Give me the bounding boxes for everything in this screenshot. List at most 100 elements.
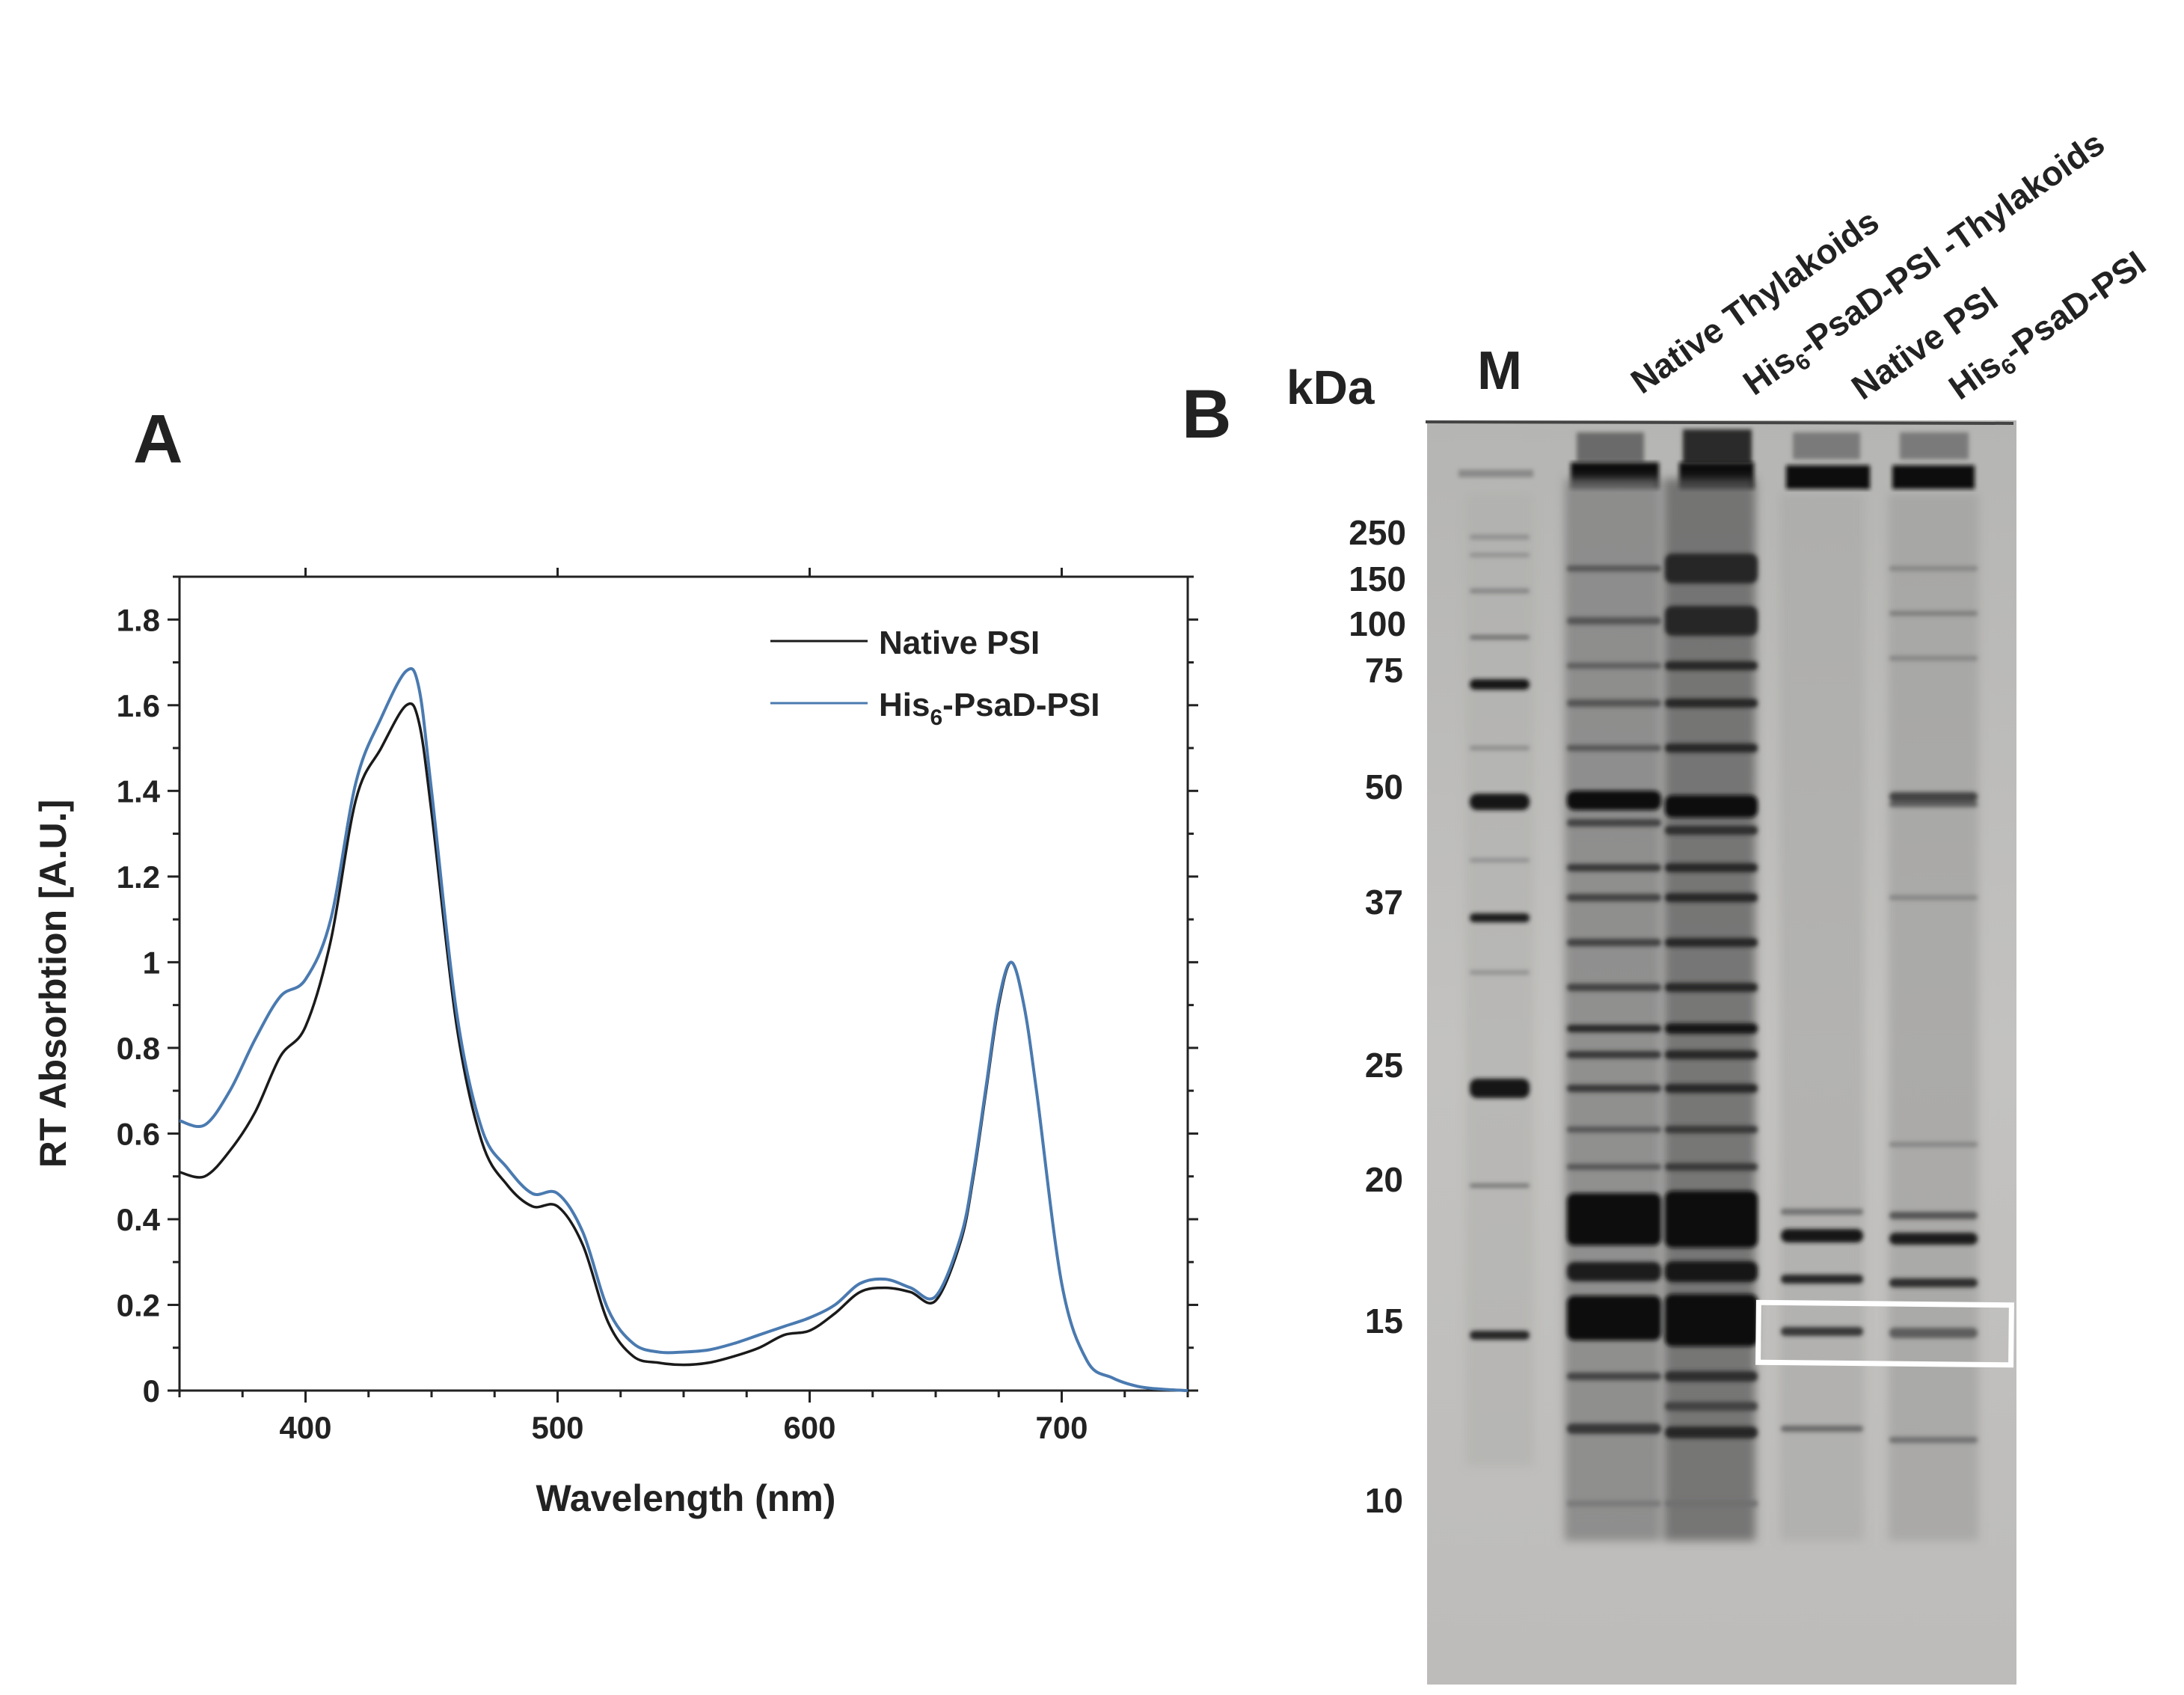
y-tick-label: 0.2 (117, 1287, 160, 1322)
marker-label-20: 20 (1365, 1160, 1403, 1199)
x-tick-label: 500 (531, 1410, 583, 1445)
gel-band (1889, 566, 1978, 571)
gel-band (1781, 1327, 1863, 1336)
gel-band (1889, 1212, 1978, 1219)
gel-band (1470, 794, 1530, 810)
y-axis-label: RT Absorbtion [A.U.] (32, 800, 74, 1168)
panel-a: A 400 500 600 700 0 0.2 0.4 0.6 0.8 1 1.2 1.4 1.6 1.… (32, 401, 1198, 1519)
marker-label-37: 37 (1365, 883, 1403, 922)
gel-band (1470, 858, 1530, 862)
legend-label-native-psi: Native PSI (879, 625, 1040, 661)
gel-band (1889, 1437, 1978, 1443)
gel-band (1567, 894, 1661, 901)
gel-band (1889, 895, 1978, 900)
gel-band (1665, 1426, 1758, 1438)
y-tick-label: 1.8 (117, 602, 160, 637)
gel-band (1567, 984, 1661, 991)
y-tick-label: 1 (143, 945, 160, 980)
gel-band (1889, 801, 1978, 807)
gel-band (1889, 656, 1978, 660)
gel-image (1425, 420, 2016, 1685)
gel-band (1567, 1164, 1661, 1170)
gel-band (1567, 819, 1661, 827)
gel-band (1470, 1079, 1530, 1098)
gel-band (1470, 1331, 1530, 1340)
x-axis-ticks: 400 500 600 700 (178, 568, 1189, 1445)
marker-label-100: 100 (1349, 604, 1406, 643)
gel-band (1889, 1142, 1978, 1147)
gel-band (1781, 1229, 1863, 1242)
gel-band (1567, 565, 1661, 571)
gel-band (1470, 553, 1530, 557)
gel-band (1567, 1423, 1661, 1434)
panel-b: B kDa M Native Thylakoids His6-PsaD-PSI … (1182, 123, 2153, 1685)
gel-band (1665, 826, 1758, 835)
lane-label-m: M (1477, 341, 1522, 401)
gel-band (1470, 635, 1530, 640)
gel-band (1665, 1294, 1758, 1346)
gel-band (1781, 1209, 1863, 1215)
psad-highlight-box (1755, 1299, 2014, 1368)
y-tick-label: 1.4 (117, 773, 161, 809)
gel-band (1665, 606, 1758, 636)
gel-band (1889, 611, 1978, 616)
gel-band (1889, 1233, 1978, 1245)
gel-band (1665, 795, 1758, 818)
gel-band (1470, 589, 1530, 593)
gel-band (1567, 617, 1661, 625)
gel-band (1781, 1275, 1863, 1284)
gel-band (1567, 1296, 1661, 1340)
gel-band (1567, 1262, 1661, 1281)
panel-a-label: A (133, 401, 182, 477)
marker-label-50: 50 (1365, 767, 1403, 806)
gel-band (1665, 1084, 1758, 1093)
gel-band (1665, 1371, 1758, 1382)
y-tick-label: 1.2 (117, 859, 160, 895)
gel-band (1567, 1373, 1661, 1380)
y-tick-label: 0 (143, 1373, 160, 1409)
gel-band (1567, 1025, 1661, 1032)
gel-band (1567, 939, 1661, 946)
gel-band (1470, 970, 1530, 975)
marker-label-150: 150 (1349, 560, 1406, 598)
x-tick-label: 700 (1035, 1410, 1088, 1445)
y-tick-label: 0.6 (117, 1116, 160, 1151)
gel-band (1665, 661, 1758, 670)
y-tick-label: 0.8 (117, 1031, 160, 1066)
gel-band (1567, 663, 1661, 669)
gel-top-edge (1425, 420, 2014, 425)
marker-labels: 250 150 100 75 50 37 25 20 15 10 (1349, 513, 1406, 1520)
legend: Native PSI His6-PsaD-PSI (770, 625, 1099, 730)
gel-band (1665, 938, 1758, 947)
gel-band (1567, 1193, 1661, 1245)
x-tick-label: 600 (783, 1410, 835, 1445)
gel-band (1665, 1126, 1758, 1133)
gel-band (1665, 699, 1758, 708)
gel-band (1665, 1023, 1758, 1034)
marker-label-10: 10 (1365, 1481, 1403, 1520)
gel-band (1567, 699, 1661, 707)
marker-label-75: 75 (1365, 651, 1403, 690)
gel-band (1567, 1127, 1661, 1132)
gel-band (1665, 744, 1758, 753)
x-axis-label: Wavelength (nm) (536, 1477, 836, 1519)
gel-band (1567, 864, 1661, 871)
gel-band (1889, 1328, 1978, 1338)
kda-label: kDa (1286, 361, 1375, 414)
gel-band (1665, 863, 1758, 872)
gel-band (1470, 746, 1530, 750)
gel-band (1665, 1191, 1758, 1248)
gel-band (1665, 554, 1758, 583)
y-tick-label: 0.4 (117, 1202, 161, 1237)
gel-band (1889, 1278, 1978, 1287)
series-line-his6-psad-psi (179, 666, 1188, 1392)
series-line-native-psi (179, 702, 1188, 1392)
gel-band (1567, 1051, 1661, 1058)
marker-label-15: 15 (1365, 1302, 1403, 1340)
y-tick-label: 1.6 (117, 688, 160, 723)
gel-band (1665, 893, 1758, 902)
gel-wells (1577, 429, 1969, 464)
gel-band (1665, 1402, 1758, 1411)
marker-label-25: 25 (1365, 1046, 1403, 1085)
